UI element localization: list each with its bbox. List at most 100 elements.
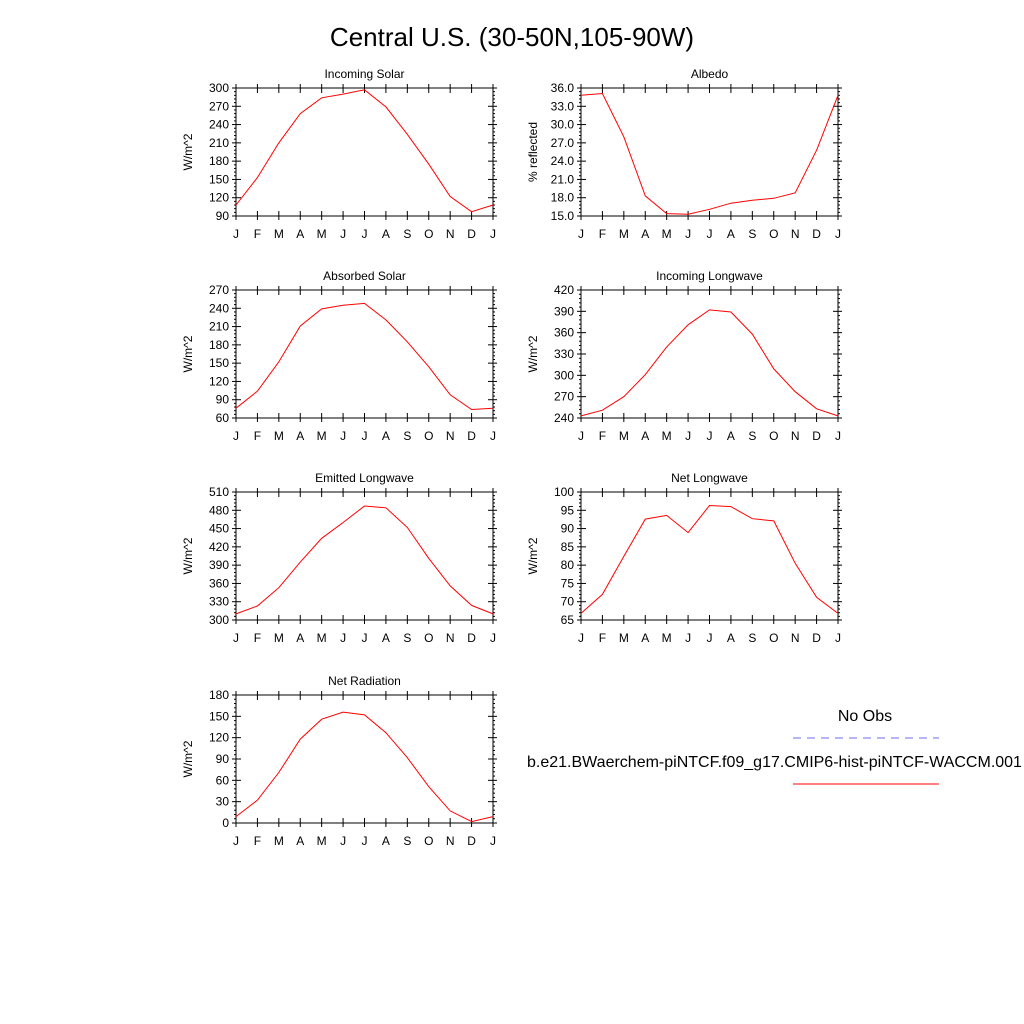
x-tick-label: M <box>619 631 629 645</box>
x-tick-label: J <box>362 429 368 443</box>
y-tick-label: 180 <box>209 688 229 702</box>
x-tick-label: F <box>599 227 606 241</box>
x-tick-label: A <box>641 631 649 645</box>
x-tick-label: M <box>662 429 672 443</box>
panel-title: Net Longwave <box>671 471 748 485</box>
y-tick-label: 60 <box>216 773 230 787</box>
x-tick-label: J <box>490 429 496 443</box>
x-tick-label: A <box>641 227 649 241</box>
y-tick-label: 85 <box>561 540 575 554</box>
panel-title: Emitted Longwave <box>315 471 414 485</box>
y-axis-label: W/m^2 <box>181 133 195 170</box>
x-tick-label: A <box>382 834 390 848</box>
x-tick-label: J <box>685 429 691 443</box>
y-tick-label: 420 <box>554 283 574 297</box>
x-tick-label: S <box>403 429 411 443</box>
x-tick-label: J <box>233 429 239 443</box>
y-tick-label: 70 <box>561 595 575 609</box>
series-line <box>580 309 839 417</box>
y-tick-label: 80 <box>561 558 575 572</box>
x-tick-label: J <box>707 631 713 645</box>
y-axis-label: W/m^2 <box>181 537 195 574</box>
y-tick-label: 90 <box>216 752 230 766</box>
y-tick-label: 330 <box>554 347 574 361</box>
y-axis-label: W/m^2 <box>181 740 195 777</box>
y-tick-label: 24.0 <box>551 154 575 168</box>
x-tick-label: N <box>446 631 455 645</box>
x-tick-label: J <box>578 227 584 241</box>
x-tick-label: J <box>707 429 713 443</box>
plot-frame <box>580 87 839 217</box>
y-tick-label: 270 <box>209 283 229 297</box>
x-tick-label: N <box>791 631 800 645</box>
y-tick-label: 210 <box>209 136 229 150</box>
y-tick-label: 75 <box>561 576 575 590</box>
x-tick-label: M <box>317 429 327 443</box>
y-tick-label: 15.0 <box>551 209 575 223</box>
panel-title: Net Radiation <box>328 674 401 688</box>
y-tick-label: 270 <box>209 99 229 113</box>
y-tick-label: 300 <box>209 81 229 95</box>
x-tick-label: D <box>812 631 821 645</box>
x-tick-label: N <box>791 429 800 443</box>
x-tick-label: S <box>748 227 756 241</box>
x-tick-label: A <box>296 429 304 443</box>
y-tick-label: 450 <box>209 522 229 536</box>
x-tick-label: J <box>362 227 368 241</box>
plot-frame <box>235 87 494 217</box>
y-tick-label: 95 <box>561 503 575 517</box>
legend: No Obs b.e21.BWaerchem-piNTCF.f09_g17.CM… <box>527 708 1022 785</box>
x-tick-label: J <box>233 834 239 848</box>
x-tick-label: M <box>317 227 327 241</box>
plot-frame <box>235 694 494 824</box>
panel-albedo: Albedo 15.0 18.0 21.0 24.0 27.0 30.0 33.0 36.0 J F… <box>526 67 842 241</box>
x-tick-label: A <box>296 631 304 645</box>
y-tick-label: 90 <box>561 522 575 536</box>
y-tick-label: 240 <box>209 301 229 315</box>
y-tick-label: 90 <box>216 393 230 407</box>
y-tick-label: 100 <box>554 485 574 499</box>
series-line <box>235 711 494 823</box>
y-tick-label: 60 <box>216 411 230 425</box>
x-tick-label: A <box>296 834 304 848</box>
y-tick-label: 120 <box>209 191 229 205</box>
x-tick-label: D <box>467 834 476 848</box>
x-tick-label: M <box>274 227 284 241</box>
legend-obs-label: No Obs <box>838 708 892 725</box>
x-tick-label: O <box>769 631 778 645</box>
legend-model-label: b.e21.BWaerchem-piNTCF.f09_g17.CMIP6-his… <box>527 754 1022 771</box>
y-tick-label: 180 <box>209 338 229 352</box>
x-tick-label: F <box>254 834 261 848</box>
x-tick-label: M <box>619 429 629 443</box>
y-tick-label: 21.0 <box>551 172 575 186</box>
x-tick-label: M <box>274 834 284 848</box>
y-tick-label: 27.0 <box>551 136 575 150</box>
x-tick-label: A <box>641 429 649 443</box>
series-line <box>235 89 494 213</box>
x-tick-label: J <box>490 631 496 645</box>
x-tick-label: J <box>490 227 496 241</box>
x-tick-label: J <box>340 834 346 848</box>
panel-title: Albedo <box>691 67 729 81</box>
x-tick-label: M <box>274 631 284 645</box>
x-tick-label: J <box>340 429 346 443</box>
x-tick-label: J <box>835 631 841 645</box>
y-tick-label: 30.0 <box>551 118 575 132</box>
series-line <box>235 505 494 615</box>
x-tick-label: M <box>662 227 672 241</box>
x-tick-label: J <box>835 227 841 241</box>
x-tick-label: J <box>490 834 496 848</box>
x-tick-label: S <box>403 631 411 645</box>
x-tick-label: M <box>317 631 327 645</box>
x-tick-label: A <box>382 631 390 645</box>
x-tick-label: J <box>362 631 368 645</box>
x-tick-label: J <box>835 429 841 443</box>
x-tick-label: M <box>317 834 327 848</box>
panel-incoming-longwave: Incoming Longwave 240 270 300 330 360 390 420 J F… <box>526 269 842 443</box>
y-tick-label: 240 <box>554 411 574 425</box>
x-tick-label: D <box>812 429 821 443</box>
x-tick-label: M <box>619 227 629 241</box>
x-tick-label: S <box>403 834 411 848</box>
